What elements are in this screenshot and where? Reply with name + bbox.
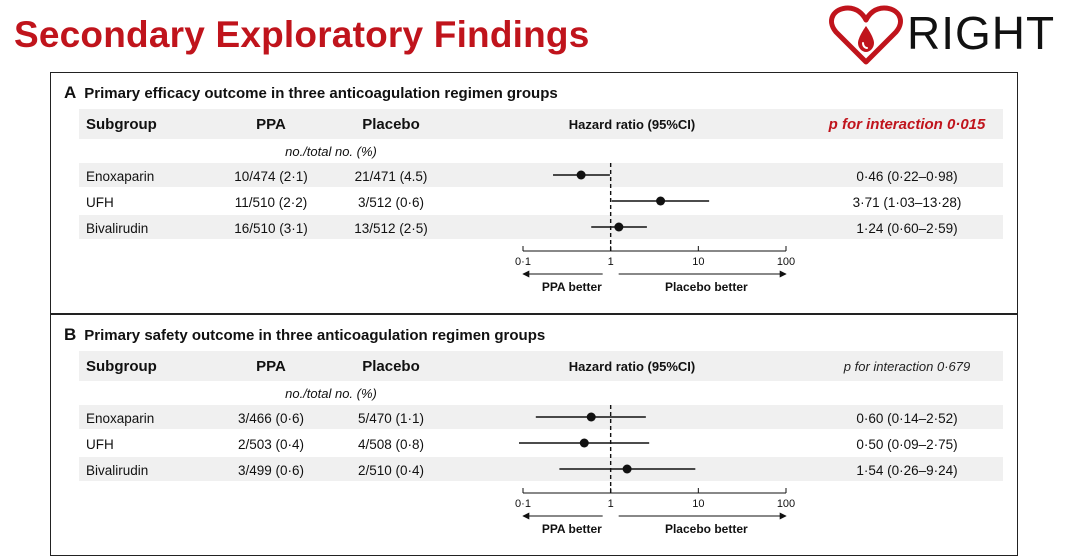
ppa-value: 3/466 (0·6) [237,411,305,426]
hr-value: 3·71 (1·03–13·28) [852,195,962,210]
point-estimate [576,170,586,180]
col-subgroup: Subgroup [86,116,157,133]
point-estimate [579,438,589,448]
point-estimate [586,412,596,422]
col-placebo: Placebo [362,358,420,375]
ppa-value: 10/474 (2·1) [234,169,308,184]
ppa-value: 2/503 (0·4) [237,437,305,452]
tick-label: 10 [692,498,704,510]
col-ppa: PPA [256,358,286,375]
hr-value: 0·50 (0·09–2·75) [856,437,958,452]
header-band [79,109,1003,139]
panel-title: B Primary safety outcome in three anticoa… [64,325,545,345]
tick-label: 1 [608,256,614,268]
placebo-better-label: Placebo better [665,522,748,536]
ppa-better-label: PPA better [542,522,602,536]
point-estimate [622,464,632,474]
point-estimate [656,196,666,206]
hr-value: 0·60 (0·14–2·52) [856,411,958,426]
units-label: no./total no. (%) [285,144,377,159]
heart-drop-icon [829,5,903,65]
panel-title: A Primary efficacy outcome in three antic… [64,83,558,103]
col-placebo: Placebo [362,116,420,133]
subgroup-label: UFH [86,195,114,210]
placebo-value: 5/470 (1·1) [357,411,425,426]
placebo-value: 4/508 (0·8) [357,437,425,452]
tick-label: 100 [777,256,795,268]
p-interaction: p for interaction 0·015 [828,116,986,133]
panel-heading: Primary safety outcome in three anticoag… [84,327,546,344]
row-band [79,457,1003,481]
col-hazard-ratio: Hazard ratio (95%CI) [568,117,696,132]
col-subgroup: Subgroup [86,358,157,375]
tick-label: 10 [692,256,704,268]
placebo-value: 3/512 (0·6) [357,195,425,210]
placebo-better-label: Placebo better [665,280,748,294]
ppa-value: 3/499 (0·6) [237,463,305,478]
panel-letter: A [64,83,77,102]
subgroup-label: Enoxaparin [86,169,155,184]
units-label: no./total no. (%) [285,386,377,401]
hr-value: 1·54 (0·26–9·24) [856,463,958,478]
panel-safety: B Primary safety outcome in three anticoa… [50,314,1018,556]
hr-value: 0·46 (0·22–0·98) [856,169,958,184]
page-title: Secondary Exploratory Findings [14,14,590,55]
ppa-value: 16/510 (3·1) [234,221,308,236]
header-band [79,351,1003,381]
point-estimate [614,222,624,232]
logo-text: RIGHT [907,7,1056,59]
col-hazard-ratio: Hazard ratio (95%CI) [568,359,696,374]
placebo-value: 21/471 (4.5) [354,169,428,184]
hr-value: 1·24 (0·60–2·59) [856,221,958,236]
forest-plot: 0·1 1 10 100 PPA better Placebo better [515,163,795,294]
panel-letter: B [64,325,77,344]
panel-heading: Primary efficacy outcome in three antico… [84,85,558,102]
row-band [79,163,1003,187]
forest-plot: 0·1 1 10 100 PPA better Placebo better [515,405,795,536]
subgroup-label: Bivalirudin [86,463,149,478]
tick-label: 0·1 [515,256,531,268]
tick-label: 1 [608,498,614,510]
ppa-value: 11/510 (2·2) [234,195,308,210]
ppa-better-label: PPA better [542,280,602,294]
placebo-value: 13/512 (2·5) [354,221,428,236]
subgroup-label: UFH [86,437,114,452]
panel-efficacy: A Primary efficacy outcome in three antic… [50,72,1018,314]
p-interaction: p for interaction 0·679 [843,359,971,374]
placebo-value: 2/510 (0·4) [357,463,425,478]
subgroup-label: Bivalirudin [86,221,149,236]
row-band [79,215,1003,239]
col-ppa: PPA [256,116,286,133]
tick-label: 0·1 [515,498,531,510]
subgroup-label: Enoxaparin [86,411,155,426]
tick-label: 100 [777,498,795,510]
